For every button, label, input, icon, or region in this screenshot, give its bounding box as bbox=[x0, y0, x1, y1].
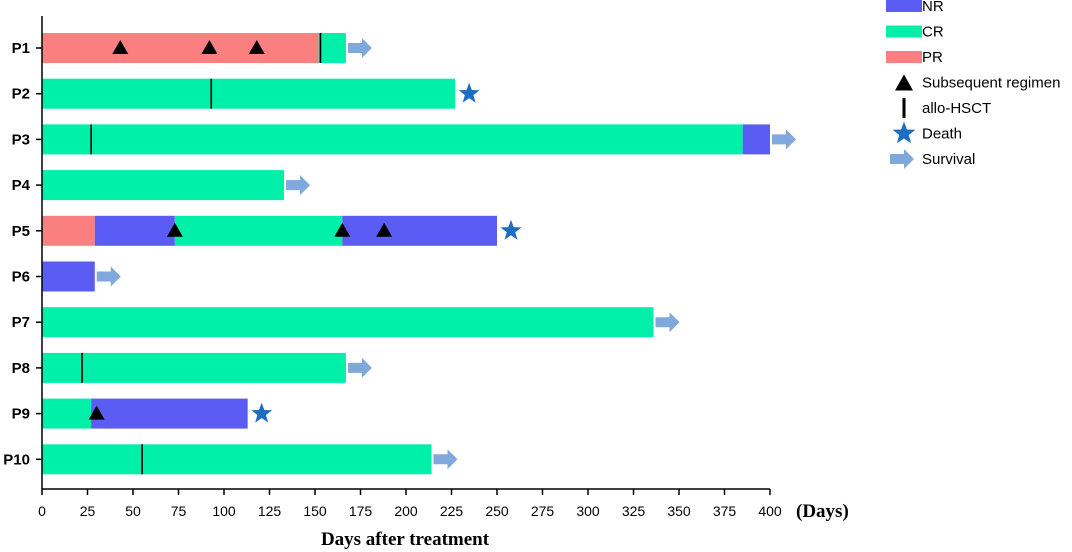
bar-segment-p10-cr-0 bbox=[42, 444, 432, 475]
category-label-p2: P2 bbox=[12, 86, 30, 103]
bar-segment-p5-pr-0 bbox=[42, 215, 95, 246]
x-tick-label-350: 350 bbox=[667, 503, 691, 519]
x-tick-label-100: 100 bbox=[212, 503, 236, 519]
x-tick-label-175: 175 bbox=[349, 503, 373, 519]
survival-arrow-p4 bbox=[286, 175, 311, 196]
bar-segment-p5-nr-3 bbox=[342, 215, 497, 246]
x-axis-unit: (Days) bbox=[796, 501, 849, 522]
x-tick-label-50: 50 bbox=[125, 503, 141, 519]
category-label-p5: P5 bbox=[12, 223, 30, 240]
x-tick-label-225: 225 bbox=[440, 503, 464, 519]
x-tick-label-25: 25 bbox=[80, 503, 96, 519]
legend-swatch-nr bbox=[886, 0, 922, 12]
legend-swatch-cr bbox=[886, 25, 922, 38]
bars-layer bbox=[42, 33, 770, 475]
legend-label-4: allo-HSCT bbox=[922, 100, 991, 117]
legend-label-6: Survival bbox=[922, 151, 975, 168]
x-tick-label-125: 125 bbox=[258, 503, 282, 519]
bar-segment-p1-pr-0 bbox=[42, 33, 319, 63]
survival-arrow-p10 bbox=[433, 449, 458, 470]
death-star-p2 bbox=[458, 82, 480, 103]
bar-segment-p4-cr-0 bbox=[42, 170, 285, 201]
legend-label-0: NR bbox=[922, 0, 944, 15]
legend-star-icon bbox=[892, 121, 916, 144]
survival-arrow-p3 bbox=[772, 129, 796, 150]
bar-segment-p3-nr-1 bbox=[742, 124, 770, 155]
subsequent-regimen-marker-p9 bbox=[88, 405, 105, 420]
legend-label-1: CR bbox=[922, 24, 944, 41]
subsequent-regimen-marker-p1 bbox=[248, 40, 265, 54]
bar-segment-p3-cr-0 bbox=[42, 124, 743, 155]
survival-arrow-p8 bbox=[347, 357, 372, 378]
death-star-p5 bbox=[500, 219, 522, 240]
survival-arrow-p7 bbox=[655, 312, 680, 333]
category-label-p7: P7 bbox=[12, 314, 30, 331]
death-star-p9 bbox=[251, 402, 273, 423]
bar-segment-p8-cr-0 bbox=[42, 352, 346, 383]
x-tick-label-0: 0 bbox=[38, 503, 46, 519]
subsequent-regimen-marker-p5 bbox=[166, 222, 183, 237]
legend-label-5: Death bbox=[922, 126, 962, 143]
legend-label-2: PR bbox=[922, 49, 943, 66]
x-tick-label-75: 75 bbox=[171, 503, 187, 519]
axes bbox=[36, 16, 771, 495]
category-label-p8: P8 bbox=[12, 360, 30, 377]
subsequent-regimen-marker-p5 bbox=[376, 222, 393, 237]
bar-segment-p9-cr-0 bbox=[42, 398, 92, 429]
x-tick-label-200: 200 bbox=[394, 503, 418, 519]
legend-swatch-pr bbox=[886, 51, 922, 63]
bar-segment-p7-cr-0 bbox=[42, 307, 654, 338]
bar-segment-p9-nr-1 bbox=[91, 398, 248, 429]
event-marks-layer bbox=[81, 33, 796, 475]
x-tick-label-275: 275 bbox=[531, 503, 555, 519]
category-label-p9: P9 bbox=[12, 406, 30, 423]
labels-layer: P1 P2 P3 P4 P5 P6 P7 P8 P9 P10 0 25 50 75 100 125 150 175… bbox=[3, 40, 782, 519]
x-tick-label-400: 400 bbox=[758, 503, 782, 519]
x-tick-label-375: 375 bbox=[713, 503, 737, 519]
survival-arrow-p6 bbox=[96, 266, 121, 287]
subsequent-regimen-marker-p1 bbox=[112, 40, 129, 54]
x-tick-label-325: 325 bbox=[622, 503, 646, 519]
legend-arrow-icon bbox=[890, 149, 914, 169]
category-label-p1: P1 bbox=[12, 40, 30, 57]
bar-segment-p5-cr-2 bbox=[174, 215, 343, 246]
bar-segment-p5-nr-1 bbox=[94, 215, 175, 246]
subsequent-regimen-marker-p1 bbox=[201, 40, 218, 54]
category-label-p4: P4 bbox=[12, 177, 31, 194]
survival-arrow-p1 bbox=[347, 38, 372, 58]
subsequent-regimen-marker-p5 bbox=[334, 222, 351, 237]
legend-triangle-icon bbox=[895, 74, 913, 91]
bar-segment-p2-cr-0 bbox=[42, 78, 456, 109]
legend-label-3: Subsequent regimen bbox=[922, 75, 1060, 92]
bar-segment-p1-cr-1 bbox=[318, 33, 346, 63]
category-label-p10: P10 bbox=[3, 451, 30, 468]
x-tick-label-250: 250 bbox=[485, 503, 509, 519]
category-label-p6: P6 bbox=[12, 269, 30, 286]
bar-segment-p6-nr-0 bbox=[42, 261, 95, 292]
legend: NR CR PR Subsequent regimen allo-HSCT Death Su… bbox=[886, 0, 1060, 169]
x-tick-label-150: 150 bbox=[303, 503, 327, 519]
x-axis-title: Days after treatment bbox=[321, 529, 490, 550]
category-label-p3: P3 bbox=[12, 131, 30, 148]
x-tick-label-300: 300 bbox=[576, 503, 600, 519]
